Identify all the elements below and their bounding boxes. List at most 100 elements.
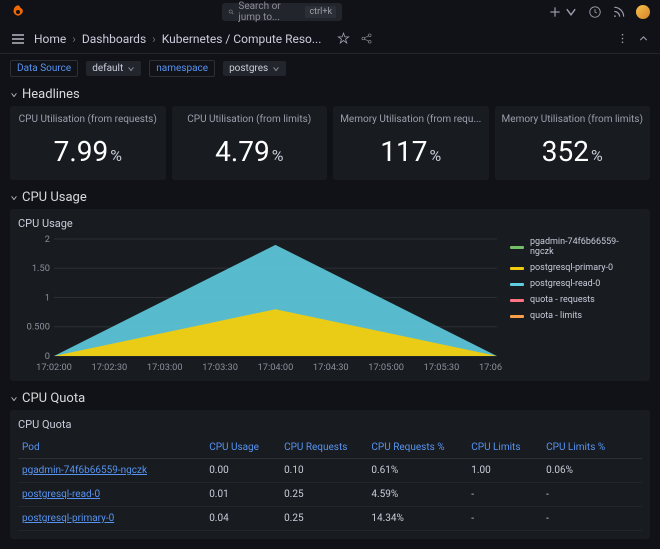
table-header[interactable]: CPU Limits (467, 437, 542, 459)
svg-text:17:05:00: 17:05:00 (368, 363, 404, 373)
pod-link[interactable]: postgresql-read-0 (18, 483, 205, 507)
chevron-down-icon (10, 91, 18, 99)
table-cell: 0.25 (280, 483, 367, 507)
svg-text:17:03:00: 17:03:00 (147, 363, 183, 373)
table-cell: 0.61% (367, 459, 467, 483)
breadcrumb-dashboards[interactable]: Dashboards (82, 32, 146, 46)
legend-swatch (510, 283, 524, 286)
collapse-icon[interactable] (637, 32, 650, 45)
svg-text:0: 0 (45, 352, 50, 362)
search-kbd-hint: ctrl+k (305, 6, 336, 18)
plus-icon (548, 5, 562, 19)
share-icon[interactable] (360, 32, 373, 45)
svg-text:17:04:30: 17:04:30 (313, 363, 349, 373)
stat-panel[interactable]: Memory Utilisation (from requ... 117% (333, 106, 489, 180)
table-cell: - (467, 483, 542, 507)
svg-text:17:06:00: 17:06:00 (479, 363, 502, 373)
stat-value: 7.99% (16, 135, 160, 168)
history-icon[interactable] (588, 5, 602, 19)
table-cell: 14.34% (367, 507, 467, 531)
legend-item[interactable]: postgresql-read-0 (510, 276, 642, 292)
stat-value: 352% (501, 135, 645, 168)
breadcrumb-current[interactable]: Kubernetes / Compute Reso... (162, 32, 322, 46)
stat-panel[interactable]: CPU Utilisation (from limits) 4.79% (172, 106, 328, 180)
menu-icon[interactable] (10, 31, 26, 47)
svg-text:1: 1 (45, 294, 50, 304)
chevron-down-icon (10, 194, 18, 202)
section-cpu-usage[interactable]: CPU Usage (0, 186, 660, 209)
add-button[interactable] (548, 5, 578, 19)
table-row: postgresql-primary-00.040.2514.34%-- (18, 507, 642, 531)
stat-title: Memory Utilisation (from limits) (501, 114, 645, 125)
star-icon[interactable] (337, 32, 350, 45)
var-namespace-select[interactable]: postgres (223, 61, 286, 76)
stat-title: CPU Utilisation (from limits) (178, 114, 322, 125)
stat-value: 4.79% (178, 135, 322, 168)
chart-legend: pgadmin-74f6b66559-ngczkpostgresql-prima… (502, 234, 642, 377)
table-header[interactable]: CPU Limits % (542, 437, 642, 459)
legend-item[interactable]: quota - requests (510, 292, 642, 308)
avatar[interactable] (636, 5, 650, 19)
table-header[interactable]: CPU Usage (205, 437, 280, 459)
chart-panel: CPU Usage 00.50011.50217:02:0017:02:3017… (10, 209, 650, 381)
more-icon[interactable] (616, 32, 629, 45)
table-header[interactable]: Pod (18, 437, 205, 459)
var-datasource-select[interactable]: default (86, 61, 141, 76)
chevron-down-icon (127, 65, 135, 73)
svg-text:0.500: 0.500 (27, 323, 50, 333)
table-cell: - (542, 483, 642, 507)
table-title: CPU Quota (18, 418, 642, 431)
legend-item[interactable]: pgadmin-74f6b66559-ngczk (510, 234, 642, 260)
table-header[interactable]: CPU Requests (280, 437, 367, 459)
table-panel: CPU Quota PodCPU UsageCPU RequestsCPU Re… (10, 410, 650, 539)
table-cell: 0.10 (280, 459, 367, 483)
table-header[interactable]: CPU Requests % (367, 437, 467, 459)
stat-value: 117% (339, 135, 483, 168)
table-cell: - (467, 507, 542, 531)
variables-row: Data Source default namespace postgres (0, 54, 660, 83)
cpu-usage-chart[interactable]: 00.50011.50217:02:0017:02:3017:03:0017:0… (18, 234, 502, 374)
svg-text:17:04:00: 17:04:00 (258, 363, 294, 373)
rss-icon[interactable] (612, 5, 626, 19)
chart-title: CPU Usage (18, 217, 642, 230)
breadcrumb-home[interactable]: Home (34, 32, 66, 46)
legend-swatch (510, 246, 524, 249)
stat-title: Memory Utilisation (from requ... (339, 114, 483, 125)
table-cell: 4.59% (367, 483, 467, 507)
legend-swatch (510, 315, 524, 318)
stat-title: CPU Utilisation (from requests) (16, 114, 160, 125)
table-cell: 1.00 (467, 459, 542, 483)
table-cell: 0.04 (205, 507, 280, 531)
svg-text:1.50: 1.50 (32, 264, 50, 274)
section-cpu-quota[interactable]: CPU Quota (0, 387, 660, 410)
chevron-down-icon (272, 65, 280, 73)
stat-panel[interactable]: CPU Utilisation (from requests) 7.99% (10, 106, 166, 180)
table-cell: - (542, 507, 642, 531)
stat-panel[interactable]: Memory Utilisation (from limits) 352% (495, 106, 651, 180)
legend-item[interactable]: postgresql-primary-0 (510, 260, 642, 276)
legend-item[interactable]: quota - limits (510, 308, 642, 324)
search-input[interactable]: Search or jump to... ctrl+k (222, 3, 342, 21)
table-row: postgresql-read-00.010.254.59%-- (18, 483, 642, 507)
stats-row: CPU Utilisation (from requests)7.99%CPU … (0, 106, 660, 186)
section-headlines[interactable]: Headlines (0, 83, 660, 106)
search-icon (228, 7, 234, 17)
table-cell: 0.06% (542, 459, 642, 483)
cpu-quota-table: PodCPU UsageCPU RequestsCPU Requests %CP… (18, 437, 642, 531)
pod-link[interactable]: pgadmin-74f6b66559-ngczk (18, 459, 205, 483)
var-datasource-label: Data Source (10, 60, 78, 77)
svg-text:17:05:30: 17:05:30 (424, 363, 460, 373)
search-placeholder: Search or jump to... (238, 1, 293, 23)
svg-text:2: 2 (45, 235, 50, 245)
chevron-down-icon (10, 395, 18, 403)
var-namespace-label: namespace (149, 60, 215, 77)
table-cell: 0.01 (205, 483, 280, 507)
svg-text:17:03:30: 17:03:30 (202, 363, 238, 373)
svg-text:17:02:30: 17:02:30 (92, 363, 128, 373)
pod-link[interactable]: postgresql-primary-0 (18, 507, 205, 531)
table-row: pgadmin-74f6b66559-ngczk0.000.100.61%1.0… (18, 459, 642, 483)
grafana-logo[interactable] (10, 4, 26, 20)
nav-row: Home › Dashboards › Kubernetes / Compute… (0, 24, 660, 54)
breadcrumb: Home › Dashboards › Kubernetes / Compute… (34, 32, 321, 46)
chevron-down-icon (564, 5, 578, 19)
